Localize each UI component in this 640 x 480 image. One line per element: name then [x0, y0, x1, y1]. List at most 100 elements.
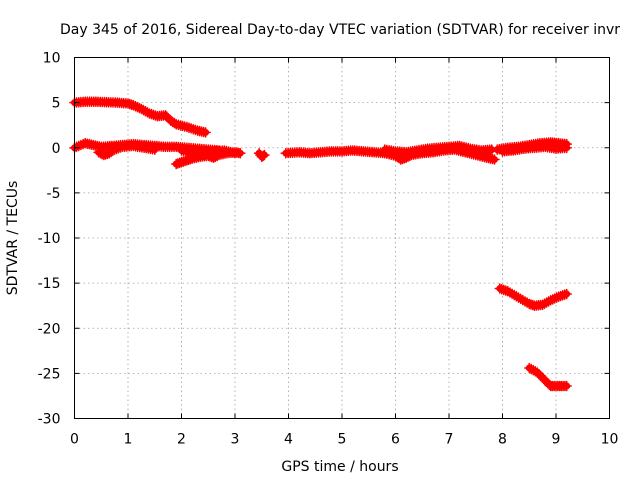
data-point	[82, 99, 88, 105]
x-axis-title: GPS time / hours	[281, 459, 398, 475]
x-tick-label: 5	[338, 432, 347, 448]
x-tick-label: 6	[391, 432, 400, 448]
data-point	[256, 150, 262, 156]
data-point	[540, 302, 546, 308]
data-point	[526, 365, 532, 371]
data-point	[296, 149, 302, 155]
series-arc-low-2	[524, 362, 572, 392]
data-point	[478, 148, 484, 153]
data-point	[521, 146, 527, 152]
data-point	[446, 144, 452, 150]
data-point	[179, 148, 184, 153]
data-point	[526, 301, 532, 307]
data-point	[179, 159, 184, 165]
data-point	[200, 150, 206, 156]
data-point	[457, 143, 463, 149]
y-tick-label: 0	[52, 141, 61, 157]
data-point	[173, 161, 179, 167]
data-point	[195, 128, 201, 134]
data-point	[516, 295, 521, 301]
data-point	[130, 143, 136, 149]
data-point	[141, 145, 147, 151]
data-point	[162, 144, 168, 150]
data-point	[138, 106, 144, 112]
data-point	[96, 149, 102, 155]
data-point	[104, 99, 110, 105]
data-point	[98, 144, 104, 150]
data-point	[505, 288, 511, 294]
data-point	[556, 294, 562, 300]
data-point	[558, 383, 564, 389]
data-point	[101, 152, 107, 158]
data-point	[237, 150, 243, 156]
series-arc-zero-b	[93, 140, 161, 161]
data-point	[318, 149, 324, 155]
y-tick-label: -25	[38, 366, 61, 382]
data-point	[382, 147, 388, 153]
data-point	[435, 145, 441, 151]
series-arc-zero-d	[176, 145, 241, 159]
y-tick-label: 10	[43, 51, 61, 67]
data-point	[221, 148, 227, 153]
x-tick-label: 0	[70, 432, 79, 448]
chart-title: Day 345 of 2016, Sidereal Day-to-day VTE…	[60, 22, 620, 38]
y-tick-label: -5	[47, 186, 61, 202]
y-tick-label: -20	[38, 321, 61, 337]
data-point	[467, 146, 473, 152]
data-point	[328, 148, 334, 154]
x-tick-label: 9	[552, 432, 561, 448]
data-point	[403, 149, 409, 155]
series-arc-short	[253, 147, 270, 163]
data-point	[173, 144, 179, 150]
data-point	[403, 155, 409, 161]
data-point	[542, 378, 548, 384]
data-point	[492, 157, 497, 162]
data-point	[189, 149, 195, 155]
data-point	[146, 111, 152, 116]
x-tick-label: 4	[284, 432, 293, 448]
data-point	[564, 383, 570, 389]
series-arc-end-b	[497, 141, 572, 157]
data-point	[154, 113, 160, 119]
data-point	[510, 148, 516, 153]
data-point	[168, 118, 174, 124]
data-point	[500, 148, 505, 154]
data-point	[553, 383, 559, 389]
y-axis-title: SDTVAR / TECUs	[5, 181, 21, 296]
grid	[74, 57, 610, 419]
data-point	[93, 99, 99, 105]
data-point	[125, 101, 131, 106]
data-point	[414, 148, 420, 153]
data-point	[283, 150, 289, 156]
series-arc-middle-b	[379, 140, 498, 158]
y-tick-label: -30	[38, 412, 61, 428]
data-point	[553, 146, 559, 152]
data-point	[112, 147, 118, 153]
tick-labels: 0 1 2 3 4 5 6 7 8 9 10 -30 -25 -20 -15 -10 -5 0 5 10	[38, 51, 619, 448]
x-tick-label: 8	[498, 432, 507, 448]
data-point	[203, 129, 209, 135]
data-point	[564, 145, 570, 151]
data-point	[232, 150, 238, 156]
data-point	[548, 383, 554, 389]
data-point	[189, 156, 195, 162]
data-series	[69, 96, 572, 392]
x-tick-label: 3	[231, 432, 240, 448]
data-point	[184, 124, 190, 130]
data-point	[184, 157, 190, 163]
x-tick-label: 10	[601, 432, 619, 448]
data-point	[425, 146, 431, 152]
axis-ticks	[74, 57, 610, 419]
data-point	[307, 150, 313, 156]
data-point	[261, 152, 267, 158]
data-point	[90, 142, 96, 148]
data-point	[114, 100, 120, 106]
data-point	[483, 155, 489, 161]
data-point	[534, 370, 540, 375]
data-point	[360, 148, 366, 154]
data-point	[398, 157, 404, 162]
x-tick-label: 1	[124, 432, 133, 448]
x-tick-label: 7	[445, 432, 454, 448]
